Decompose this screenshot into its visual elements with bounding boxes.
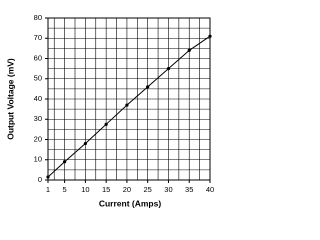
x-tick-label: 25 — [144, 185, 152, 194]
y-tick-label: 0 — [38, 175, 42, 184]
data-point — [125, 103, 129, 107]
chart: Current (Amps) Output Voltage (mV) 1 5 10 1… — [5, 13, 214, 208]
data-point — [146, 85, 150, 89]
x-tick-label: 15 — [102, 185, 110, 194]
x-tick-label: 30 — [164, 185, 172, 194]
y-tick-label: 70 — [34, 33, 42, 42]
y-tick-label: 80 — [34, 13, 42, 22]
data-point — [104, 122, 108, 126]
data-point — [166, 67, 171, 71]
x-tick-label: 5 — [63, 185, 67, 194]
data-point — [83, 141, 87, 146]
y-tick-label: 50 — [34, 74, 42, 83]
data-point — [208, 34, 212, 38]
x-tick-label: 1 — [46, 185, 50, 194]
y-axis-title: Output Voltage (mV) — [5, 58, 15, 140]
y-tick-label: 60 — [34, 53, 42, 62]
x-tick-label: 20 — [123, 185, 131, 194]
data-line — [47, 35, 211, 178]
x-axis-title: Current (Amps) — [99, 198, 162, 208]
x-tick-label: 10 — [81, 185, 89, 194]
y-tick-label: 30 — [34, 114, 42, 123]
x-tick-label: 40 — [206, 185, 214, 194]
y-tick-label: 40 — [34, 94, 42, 103]
x-tick-label: 35 — [185, 185, 193, 194]
data-point — [46, 175, 50, 179]
data-point — [63, 160, 67, 164]
y-tick-label: 10 — [34, 155, 42, 164]
data-point — [187, 48, 191, 53]
y-tick-label: 20 — [34, 134, 42, 143]
